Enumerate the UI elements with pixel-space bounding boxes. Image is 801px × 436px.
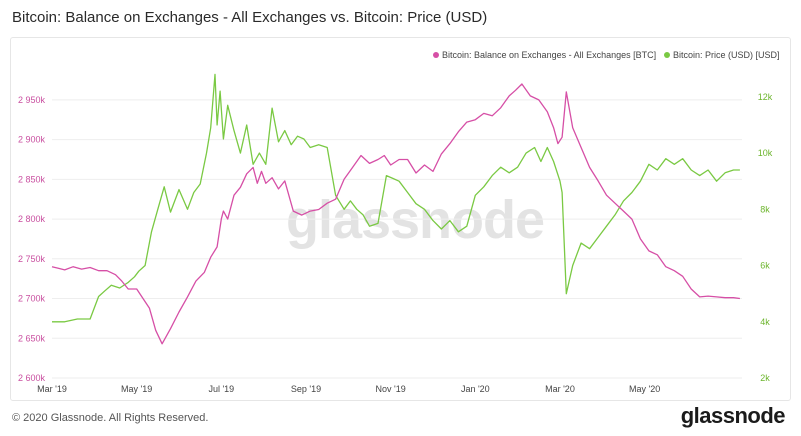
y-left-tick-label: 2 650k <box>18 333 46 343</box>
x-tick-label: May '19 <box>121 384 152 394</box>
x-tick-label: Jan '20 <box>461 384 490 394</box>
y-left-tick-label: 2 900k <box>18 135 46 145</box>
x-tick-label: Nov '19 <box>376 384 406 394</box>
y-axis-right: 2k 4k 6k 8k 10k 12k <box>758 92 773 383</box>
y-right-tick-label: 4k <box>760 317 770 327</box>
grid-lines <box>52 99 742 379</box>
x-tick-label: May '20 <box>629 384 660 394</box>
y-right-tick-label: 8k <box>760 204 770 214</box>
y-right-tick-label: 6k <box>760 261 770 271</box>
legend-marker-price <box>664 52 670 58</box>
x-tick-label: Jul '19 <box>208 384 234 394</box>
y-left-tick-label: 2 850k <box>18 174 46 184</box>
y-left-tick-label: 2 700k <box>18 294 46 304</box>
x-axis: Mar '19 May '19 Jul '19 Sep '19 Nov '19 Jan '… <box>37 384 660 394</box>
legend-label-balance[interactable]: Bitcoin: Balance on Exchanges - All Exch… <box>442 50 656 60</box>
legend-label-price[interactable]: Bitcoin: Price (USD) [USD] <box>673 50 780 60</box>
chart-svg: glassnode 2 600k 2 650k 2 700k 2 750k 2 800k… <box>18 50 780 394</box>
x-tick-label: Mar '19 <box>37 384 67 394</box>
legend-marker-balance <box>433 52 439 58</box>
y-axis-left: 2 600k 2 650k 2 700k 2 750k 2 800k 2 850k 2 90… <box>18 95 46 383</box>
x-tick-label: Mar '20 <box>545 384 575 394</box>
balance-series-line <box>51 83 740 345</box>
copyright-footer: © 2020 Glassnode. All Rights Reserved. <box>12 412 209 424</box>
y-right-tick-label: 12k <box>758 92 773 102</box>
price-series-line <box>52 73 740 323</box>
y-left-tick-label: 2 600k <box>18 373 46 383</box>
legend[interactable]: Bitcoin: Balance on Exchanges - All Exch… <box>433 50 780 60</box>
series-lines <box>51 73 740 345</box>
y-left-tick-label: 2 750k <box>18 254 46 264</box>
brand-logo: glassnode <box>680 403 786 428</box>
y-right-tick-label: 10k <box>758 148 773 158</box>
chart-title: Bitcoin: Balance on Exchanges - All Exch… <box>12 9 488 26</box>
watermark-text: glassnode <box>286 190 544 250</box>
y-right-tick-label: 2k <box>760 373 770 383</box>
x-tick-label: Sep '19 <box>291 384 321 394</box>
y-left-tick-label: 2 950k <box>18 95 46 105</box>
y-left-tick-label: 2 800k <box>18 214 46 224</box>
